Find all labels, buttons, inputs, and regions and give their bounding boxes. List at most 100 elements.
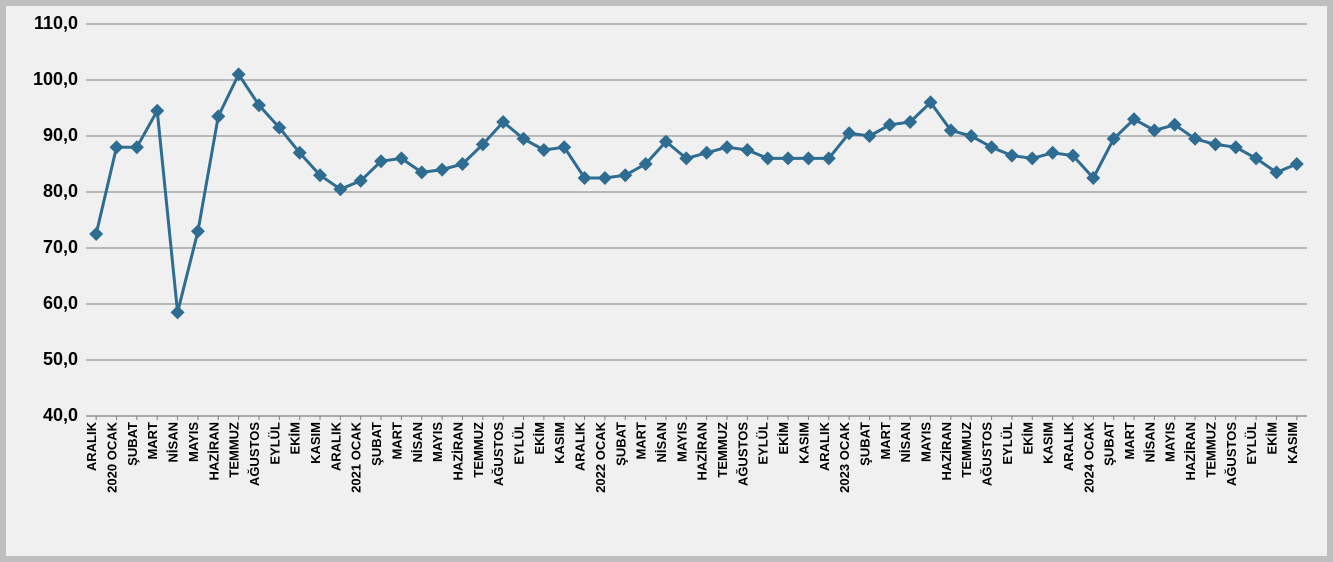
- x-tick-label: EYLÜL: [756, 422, 771, 465]
- x-tick-label: ŞUBAT: [613, 422, 628, 466]
- x-tick: EYLÜL: [267, 422, 282, 465]
- x-tick-label: EKİM: [776, 422, 791, 455]
- x-tick: TEMMUZ: [715, 422, 730, 478]
- x-tick-label: NİSAN: [654, 422, 669, 462]
- x-tick-label: ŞUBAT: [369, 422, 384, 466]
- x-tick: AĞUSTOS: [980, 422, 995, 486]
- x-tick: AĞUSTOS: [247, 422, 262, 486]
- x-tick: EYLÜL: [756, 422, 771, 465]
- y-tick-label: 50,0: [43, 349, 78, 369]
- x-tick-label: TEMMUZ: [471, 422, 486, 478]
- x-tick: NİSAN: [166, 422, 181, 462]
- x-tick-label: 2021 OCAK: [349, 421, 364, 492]
- y-tick-label: 60,0: [43, 293, 78, 313]
- x-tick: EKİM: [1020, 422, 1035, 455]
- x-tick-label: 2024 OCAK: [1081, 421, 1096, 492]
- x-tick: MART: [389, 422, 404, 460]
- y-tick-label: 90,0: [43, 125, 78, 145]
- x-tick: EKİM: [1264, 422, 1279, 455]
- x-tick: AĞUSTOS: [1224, 422, 1239, 486]
- x-tick: ŞUBAT: [125, 422, 140, 466]
- y-tick-label: 70,0: [43, 237, 78, 257]
- x-tick: MAYIS: [430, 422, 445, 462]
- x-tick-label: TEMMUZ: [227, 422, 242, 478]
- x-tick-label: HAZİRAN: [939, 422, 954, 481]
- x-tick: 2022 OCAK: [593, 421, 608, 492]
- x-tick-label: MAYIS: [674, 422, 689, 462]
- x-tick: EKİM: [532, 422, 547, 455]
- x-tick: EYLÜL: [1000, 422, 1015, 465]
- x-tick-label: KASIM: [552, 422, 567, 464]
- y-tick-label: 100,0: [33, 69, 78, 89]
- x-tick-label: ŞUBAT: [125, 422, 140, 466]
- x-tick: MART: [1122, 422, 1137, 460]
- x-tick-label: EKİM: [532, 422, 547, 455]
- x-tick: EKİM: [288, 422, 303, 455]
- x-tick: TEMMUZ: [1203, 422, 1218, 478]
- y-tick-label: 40,0: [43, 405, 78, 425]
- x-tick-label: AĞUSTOS: [247, 422, 262, 486]
- x-tick: ŞUBAT: [1102, 422, 1117, 466]
- x-tick-label: AĞUSTOS: [491, 422, 506, 486]
- x-tick: MART: [145, 422, 160, 460]
- x-tick: MART: [878, 422, 893, 460]
- x-tick: KASIM: [796, 422, 811, 464]
- x-tick-label: NİSAN: [166, 422, 181, 462]
- x-tick-label: EYLÜL: [1000, 422, 1015, 465]
- x-tick-label: 2020 OCAK: [105, 421, 120, 492]
- x-tick: HAZİRAN: [1183, 422, 1198, 481]
- x-tick-label: ARALIK: [84, 421, 99, 471]
- x-tick: AĞUSTOS: [735, 422, 750, 486]
- x-tick: 2020 OCAK: [105, 421, 120, 492]
- x-tick: EYLÜL: [1244, 422, 1259, 465]
- x-tick: MAYIS: [186, 422, 201, 462]
- x-tick-label: MART: [389, 422, 404, 460]
- x-tick-label: ARALIK: [817, 421, 832, 471]
- x-tick-label: NİSAN: [898, 422, 913, 462]
- x-tick-label: KASIM: [308, 422, 323, 464]
- x-tick-label: EYLÜL: [267, 422, 282, 465]
- chart-frame: 40,050,060,070,080,090,0100,0110,0ARALIK…: [0, 0, 1333, 562]
- y-tick-label: 80,0: [43, 181, 78, 201]
- x-tick: KASIM: [1285, 422, 1300, 464]
- x-tick-label: MART: [1122, 422, 1137, 460]
- x-tick-label: MART: [878, 422, 893, 460]
- x-tick-label: MAYIS: [1163, 422, 1178, 462]
- x-tick-label: KASIM: [796, 422, 811, 464]
- x-tick-label: NİSAN: [410, 422, 425, 462]
- x-tick-label: EKİM: [1020, 422, 1035, 455]
- x-tick-label: ARALIK: [1061, 421, 1076, 471]
- x-tick: KASIM: [1041, 422, 1056, 464]
- x-tick: ARALIK: [1061, 421, 1076, 471]
- x-tick-label: KASIM: [1041, 422, 1056, 464]
- x-tick: ARALIK: [328, 421, 343, 471]
- x-tick-label: AĞUSTOS: [1224, 422, 1239, 486]
- x-tick: ŞUBAT: [613, 422, 628, 466]
- x-tick-label: TEMMUZ: [1203, 422, 1218, 478]
- x-tick: NİSAN: [898, 422, 913, 462]
- x-tick: MAYIS: [919, 422, 934, 462]
- x-tick: 2023 OCAK: [837, 421, 852, 492]
- x-tick-label: MART: [634, 422, 649, 460]
- x-tick-label: TEMMUZ: [715, 422, 730, 478]
- x-tick-label: NİSAN: [1142, 422, 1157, 462]
- chart-area: 40,050,060,070,080,090,0100,0110,0ARALIK…: [16, 16, 1317, 546]
- x-tick-label: EYLÜL: [1244, 422, 1259, 465]
- x-tick-label: ŞUBAT: [857, 422, 872, 466]
- x-tick: KASIM: [308, 422, 323, 464]
- x-tick: HAZİRAN: [695, 422, 710, 481]
- x-tick-label: KASIM: [1285, 422, 1300, 464]
- x-tick-label: ARALIK: [573, 421, 588, 471]
- x-tick: ŞUBAT: [369, 422, 384, 466]
- x-tick-label: HAZİRAN: [206, 422, 221, 481]
- x-tick: NİSAN: [1142, 422, 1157, 462]
- x-tick-label: ARALIK: [328, 421, 343, 471]
- x-tick: KASIM: [552, 422, 567, 464]
- x-tick: TEMMUZ: [959, 422, 974, 478]
- x-tick: ARALIK: [817, 421, 832, 471]
- x-tick: AĞUSTOS: [491, 422, 506, 486]
- x-tick: EYLÜL: [512, 422, 527, 465]
- x-tick-label: MAYIS: [919, 422, 934, 462]
- x-tick: NİSAN: [410, 422, 425, 462]
- x-tick-label: EKİM: [1264, 422, 1279, 455]
